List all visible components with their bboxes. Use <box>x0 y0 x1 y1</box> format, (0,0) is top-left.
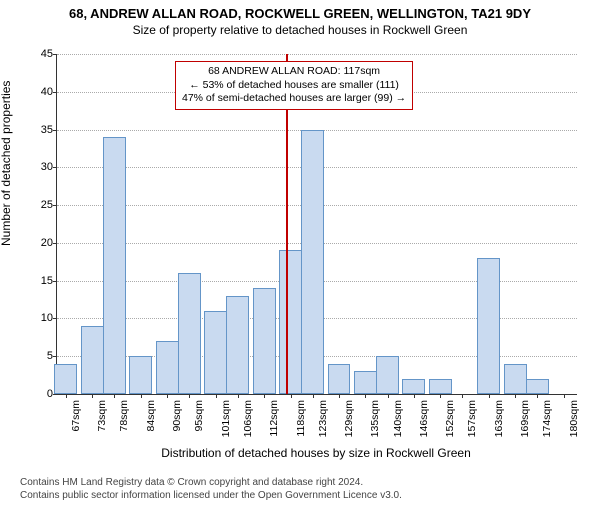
footer-line: Contains HM Land Registry data © Crown c… <box>20 476 402 489</box>
annotation-line: ← 53% of detached houses are smaller (11… <box>182 79 406 93</box>
x-axis-label: Distribution of detached houses by size … <box>56 446 576 460</box>
bar <box>328 364 351 394</box>
bar <box>477 258 500 394</box>
annotation-box: 68 ANDREW ALLAN ROAD: 117sqm ← 53% of de… <box>175 61 413 110</box>
figure: 68, ANDREW ALLAN ROAD, ROCKWELL GREEN, W… <box>0 6 600 506</box>
bar <box>279 250 302 394</box>
x-tick-label: 152sqm <box>444 400 456 437</box>
x-tick-label: 106sqm <box>242 400 254 437</box>
x-tick-label: 157sqm <box>466 400 478 437</box>
x-tick-label: 169sqm <box>519 400 531 437</box>
bar <box>178 273 201 394</box>
x-tick-label: 163sqm <box>493 400 505 437</box>
x-tick-label: 146sqm <box>418 400 430 437</box>
y-tick-label: 35 <box>25 124 57 136</box>
footer-line: Contains public sector information licen… <box>20 489 402 502</box>
x-tick-label: 84sqm <box>145 400 157 432</box>
bar <box>402 379 425 394</box>
x-tick-label: 95sqm <box>193 400 205 432</box>
x-tick-label: 73sqm <box>96 400 108 432</box>
y-tick-label: 0 <box>25 388 57 400</box>
y-tick-label: 25 <box>25 199 57 211</box>
y-tick-label: 30 <box>25 161 57 173</box>
footer: Contains HM Land Registry data © Crown c… <box>20 476 402 502</box>
bar <box>54 364 77 394</box>
gridline <box>57 54 577 55</box>
y-axis-label: Number of detached properties <box>0 81 13 246</box>
title-sub: Size of property relative to detached ho… <box>0 23 600 37</box>
x-tick-label: 129sqm <box>343 400 355 437</box>
x-tick-label: 135sqm <box>369 400 381 437</box>
bar <box>253 288 276 394</box>
x-tick-label: 180sqm <box>568 400 580 437</box>
y-tick-label: 5 <box>25 350 57 362</box>
x-tick-label: 140sqm <box>392 400 404 437</box>
bar <box>129 356 152 394</box>
x-tick-label: 90sqm <box>171 400 183 432</box>
bar <box>376 356 399 394</box>
bar <box>504 364 527 394</box>
x-tick-label: 67sqm <box>70 400 82 432</box>
y-tick-label: 20 <box>25 237 57 249</box>
y-tick-label: 10 <box>25 312 57 324</box>
y-tick-label: 15 <box>25 275 57 287</box>
x-tick-label: 112sqm <box>268 400 280 437</box>
bar <box>103 137 126 394</box>
bar <box>354 371 377 394</box>
annotation-line: 68 ANDREW ALLAN ROAD: 117sqm <box>182 65 406 79</box>
y-tick-label: 40 <box>25 86 57 98</box>
y-tick-label: 45 <box>25 48 57 60</box>
bar <box>156 341 179 394</box>
bar <box>204 311 227 394</box>
annotation-line: 47% of semi-detached houses are larger (… <box>182 92 406 106</box>
x-tick-label: 118sqm <box>295 400 307 437</box>
bar <box>226 296 249 394</box>
bar <box>429 379 452 394</box>
bar <box>526 379 549 394</box>
x-tick-label: 78sqm <box>118 400 130 432</box>
x-tick-label: 101sqm <box>220 400 232 437</box>
title-main: 68, ANDREW ALLAN ROAD, ROCKWELL GREEN, W… <box>0 6 600 21</box>
bar <box>81 326 104 394</box>
x-tick-label: 123sqm <box>317 400 329 437</box>
x-tick-label: 174sqm <box>541 400 553 437</box>
bar <box>301 130 324 394</box>
